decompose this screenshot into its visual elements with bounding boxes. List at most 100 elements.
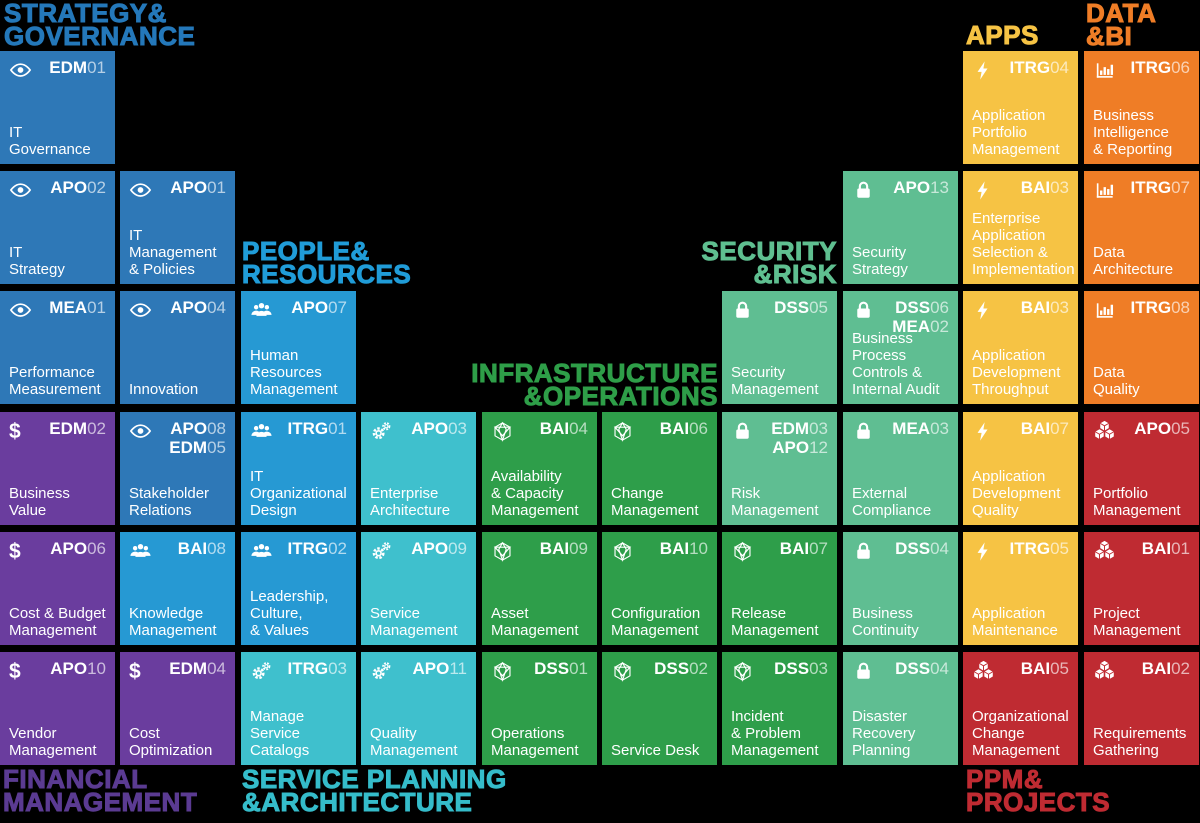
- tile-name: Business Process Controls & Internal Aud…: [852, 330, 940, 398]
- tile-code-number: 04: [207, 659, 226, 678]
- tile-itrg06[interactable]: ITRG06 Business Intelligence & Reporting: [1084, 51, 1199, 164]
- tile-edm01[interactable]: EDM01 IT Governance: [0, 51, 115, 164]
- tile-bai07[interactable]: BAI07 Release Management: [722, 532, 837, 645]
- tile-code: BAI09: [540, 539, 588, 558]
- tile-apo03[interactable]: APO03 Enterprise Architecture: [361, 412, 476, 525]
- tile-apo07[interactable]: APO07 Human Resources Management: [241, 291, 356, 404]
- tile-mea01[interactable]: MEA01 Performance Measurement: [0, 291, 115, 404]
- tile-name: Disaster Recovery Planning: [852, 708, 916, 759]
- tile-itrg03[interactable]: ITRG03 Manage Service Catalogs: [241, 652, 356, 765]
- tile-name: Service Desk: [611, 742, 700, 759]
- tile-edm03-apo12[interactable]: EDM03 APO12 Risk Management: [722, 412, 837, 525]
- tile-dss04[interactable]: DSS04 Business Continuity: [843, 532, 958, 645]
- tile-bai06[interactable]: BAI06 Change Management: [602, 412, 717, 525]
- tile-apo11[interactable]: APO11 Quality Management: [361, 652, 476, 765]
- tile-apo10[interactable]: $ APO10 Vendor Management: [0, 652, 115, 765]
- tile-apo09[interactable]: APO09 Service Management: [361, 532, 476, 645]
- tile-itrg08[interactable]: ITRG08 Data Quality: [1084, 291, 1199, 404]
- tile-code: BAI03: [1021, 298, 1069, 317]
- tile-code-number: 05: [1171, 419, 1190, 438]
- tile-code-prefix: APO: [412, 659, 450, 678]
- tile-edm04[interactable]: $ EDM04 Cost Optimization: [120, 652, 235, 765]
- dollar-icon: $: [9, 660, 21, 683]
- tile-name: Stakeholder Relations: [129, 485, 210, 519]
- tile-code-prefix: APO: [170, 298, 208, 317]
- section-header-strategy-governance: STRATEGY& GOVERNANCE: [3, 0, 196, 51]
- tile-apo08-edm05[interactable]: APO08 EDM05 Stakeholder Relations: [120, 412, 235, 525]
- tile-bai09[interactable]: BAI09 Asset Management: [482, 532, 597, 645]
- tile-dss06-mea02[interactable]: DSS06 MEA02 Business Process Controls & In…: [843, 291, 958, 404]
- tile-name: Configuration Management: [611, 605, 701, 639]
- tile-code-prefix: ITRG: [287, 659, 329, 678]
- tile-code: APO04: [170, 298, 226, 317]
- tile-code-number: 11: [449, 659, 467, 678]
- tile-dss05[interactable]: DSS05 Security Management: [722, 291, 837, 404]
- tile-itrg05[interactable]: ITRG05 Application Maintenance: [963, 532, 1078, 645]
- tile-code-number: 03: [328, 659, 347, 678]
- tile-apo01[interactable]: APO01 IT Management & Policies: [120, 171, 235, 284]
- tile-code: ITRG04: [1009, 58, 1069, 77]
- tile-bai10[interactable]: BAI10 Configuration Management: [602, 532, 717, 645]
- tile-name: Performance Measurement: [9, 364, 101, 398]
- tile-name: Availability & Capacity Management: [491, 468, 579, 519]
- tile-code-prefix: EDM: [49, 58, 88, 77]
- tile-itrg01[interactable]: ITRG01 IT Organizational Design: [241, 412, 356, 525]
- tile-mea03[interactable]: MEA03 External Compliance: [843, 412, 958, 525]
- tile-bai03[interactable]: BAI03 Application Development Throughput: [963, 291, 1078, 404]
- tile-name: IT Management & Policies: [129, 227, 217, 278]
- tile-name: Business Intelligence & Reporting: [1093, 107, 1173, 158]
- tile-code-number: 05: [1050, 539, 1069, 558]
- lock-icon: [731, 420, 754, 443]
- tile-name: Business Continuity: [852, 605, 919, 639]
- tile-dss01[interactable]: DSS01 Operations Management: [482, 652, 597, 765]
- tile-code: EDM04: [169, 659, 226, 678]
- tile-apo02[interactable]: APO02 IT Strategy: [0, 171, 115, 284]
- tile-code-number: 01: [87, 58, 106, 77]
- tile-bai04[interactable]: BAI04 Availability & Capacity Management: [482, 412, 597, 525]
- section-header-infrastructure-operations: INFRASTRUCTURE &OPERATIONS: [471, 358, 718, 411]
- tile-apo05[interactable]: APO05 Portfolio Management: [1084, 412, 1199, 525]
- tile-code-prefix: APO: [291, 298, 329, 317]
- tile-itrg02[interactable]: ITRG02 Leadership, Culture, & Values: [241, 532, 356, 645]
- tile-name: Service Management: [370, 605, 458, 639]
- gears-icon: [250, 660, 273, 683]
- tile-code: APO01: [170, 178, 226, 197]
- tile-bai03[interactable]: BAI03 Enterprise Application Selection & …: [963, 171, 1078, 284]
- tile-code-number: 06: [930, 298, 949, 317]
- tile-apo13[interactable]: APO13 Security Strategy: [843, 171, 958, 284]
- tile-code-number: 04: [930, 659, 949, 678]
- tile-code-number: 02: [87, 419, 106, 438]
- section-header-security-risk: SECURITY &RISK: [701, 236, 837, 289]
- bolt-icon: [972, 540, 995, 563]
- eye-icon: [9, 299, 32, 322]
- tile-name: Enterprise Architecture: [370, 485, 451, 519]
- tile-bai07[interactable]: BAI07 Application Development Quality: [963, 412, 1078, 525]
- hex-icon: [491, 660, 514, 683]
- tile-code-prefix: ITRG: [1130, 58, 1172, 77]
- tile-dss04[interactable]: DSS04 Disaster Recovery Planning: [843, 652, 958, 765]
- tile-bai02[interactable]: BAI02 Requirements Gathering: [1084, 652, 1199, 765]
- chart-icon: [1093, 299, 1116, 322]
- tile-code: BAI04: [540, 419, 588, 438]
- tile-itrg04[interactable]: ITRG04 Application Portfolio Management: [963, 51, 1078, 164]
- tile-code: ITRG08: [1130, 298, 1190, 317]
- tile-edm02[interactable]: $ EDM02 Business Value: [0, 412, 115, 525]
- tile-apo06[interactable]: $ APO06 Cost & Budget Management: [0, 532, 115, 645]
- tile-bai08[interactable]: BAI08 Knowledge Management: [120, 532, 235, 645]
- tile-code-number: 01: [1171, 539, 1190, 558]
- tile-itrg07[interactable]: ITRG07 Data Architecture: [1084, 171, 1199, 284]
- tile-code: DSS02: [654, 659, 708, 678]
- tile-code-prefix: EDM: [169, 438, 208, 457]
- tile-code-number: 02: [689, 659, 708, 678]
- tile-bai01[interactable]: BAI01 Project Management: [1084, 532, 1199, 645]
- tile-name: External Compliance: [852, 485, 932, 519]
- cubes-icon: [972, 660, 995, 683]
- tile-name: Application Development Throughput: [972, 347, 1061, 398]
- tile-apo04[interactable]: APO04 Innovation: [120, 291, 235, 404]
- tile-dss03[interactable]: DSS03 Incident & Problem Management: [722, 652, 837, 765]
- tile-code-prefix: EDM: [49, 419, 88, 438]
- tile-dss02[interactable]: DSS02 Service Desk: [602, 652, 717, 765]
- tile-code-number: 01: [87, 298, 106, 317]
- tile-bai05[interactable]: BAI05 Organizational Change Management: [963, 652, 1078, 765]
